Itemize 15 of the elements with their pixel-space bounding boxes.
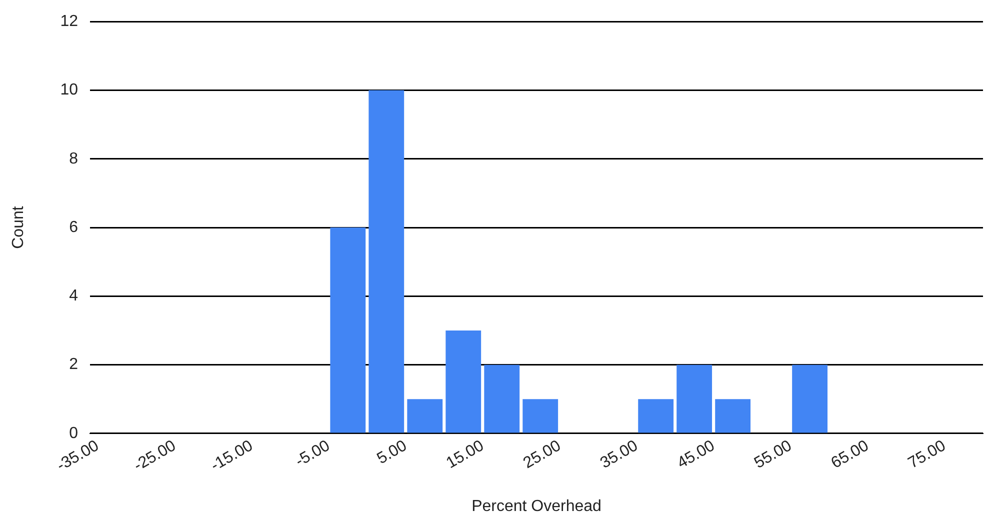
x-tick-label: 5.00 bbox=[374, 437, 410, 468]
y-tick-label: 6 bbox=[69, 218, 78, 236]
x-tick-label: 75.00 bbox=[906, 437, 949, 472]
y-tick-label: 10 bbox=[60, 82, 78, 99]
y-tick-label: 4 bbox=[69, 288, 78, 305]
x-tick-label: 45.00 bbox=[674, 437, 718, 472]
x-tick-label: -5.00 bbox=[292, 437, 333, 470]
x-axis-title: Percent Overhead bbox=[472, 498, 602, 515]
x-tick-label: 65.00 bbox=[828, 437, 872, 472]
y-tick-label: 12 bbox=[60, 13, 78, 30]
y-tick-label: 8 bbox=[69, 150, 78, 168]
y-tick-label: 2 bbox=[69, 356, 78, 374]
x-tick-label: 35.00 bbox=[598, 437, 641, 472]
x-tick-label: 55.00 bbox=[752, 437, 795, 472]
y-axis-title: Count bbox=[10, 206, 28, 249]
